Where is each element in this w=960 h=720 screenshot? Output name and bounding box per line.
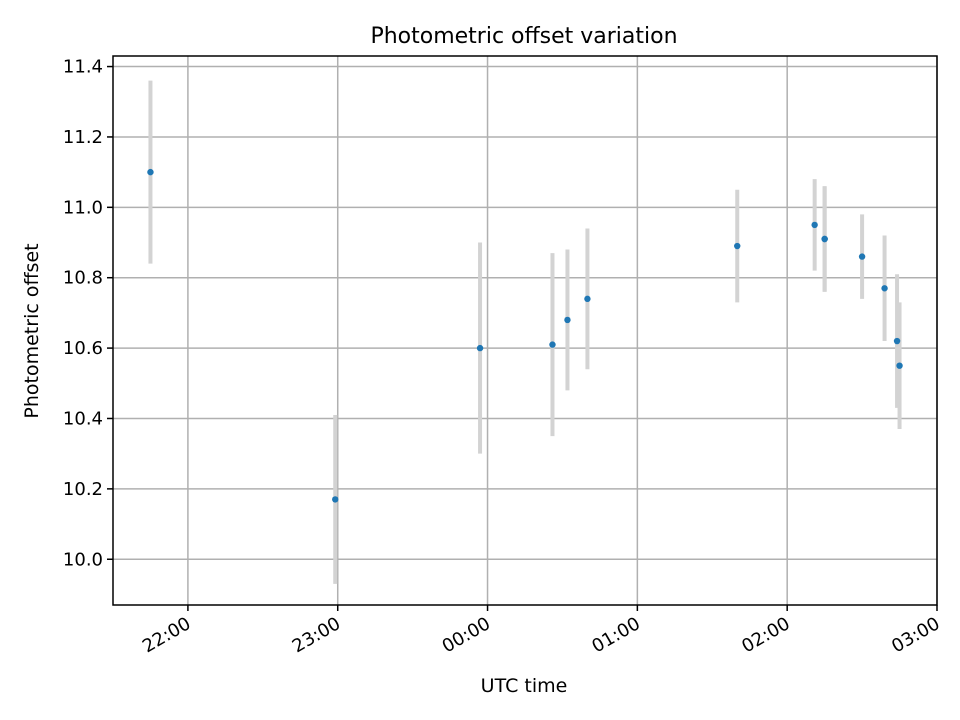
y-tick-label: 11.0	[63, 197, 103, 218]
y-tick-label: 10.6	[63, 338, 103, 359]
y-tick-label: 10.8	[63, 268, 103, 289]
data-point	[564, 316, 571, 324]
data-point	[811, 221, 818, 229]
data-point	[332, 496, 339, 503]
y-axis-ticks: 10.0 10.2 10.4 10.6 10.8 11.0 11.2 11.4	[63, 57, 113, 570]
y-tick-label: 11.4	[63, 57, 103, 78]
data-point	[476, 344, 484, 352]
chart-title: Photometric offset variation	[370, 24, 677, 49]
data-point	[881, 285, 888, 292]
data-point	[549, 341, 556, 348]
y-tick-label: 10.0	[63, 549, 103, 570]
plot-frame	[112, 55, 938, 606]
data-point	[858, 253, 866, 260]
y-tick-label: 10.2	[63, 479, 103, 500]
x-axis-label: UTC time	[481, 675, 568, 697]
grid-lines	[113, 56, 938, 605]
data-point	[734, 242, 741, 250]
data-points	[147, 168, 903, 503]
data-point	[147, 168, 154, 176]
data-point	[893, 337, 901, 345]
data-point	[821, 235, 828, 243]
data-point	[896, 362, 903, 369]
y-axis-label: Photometric offset	[21, 243, 43, 418]
data-point	[584, 295, 591, 303]
y-tick-label: 10.4	[63, 408, 103, 429]
y-tick-label: 11.2	[63, 127, 103, 148]
